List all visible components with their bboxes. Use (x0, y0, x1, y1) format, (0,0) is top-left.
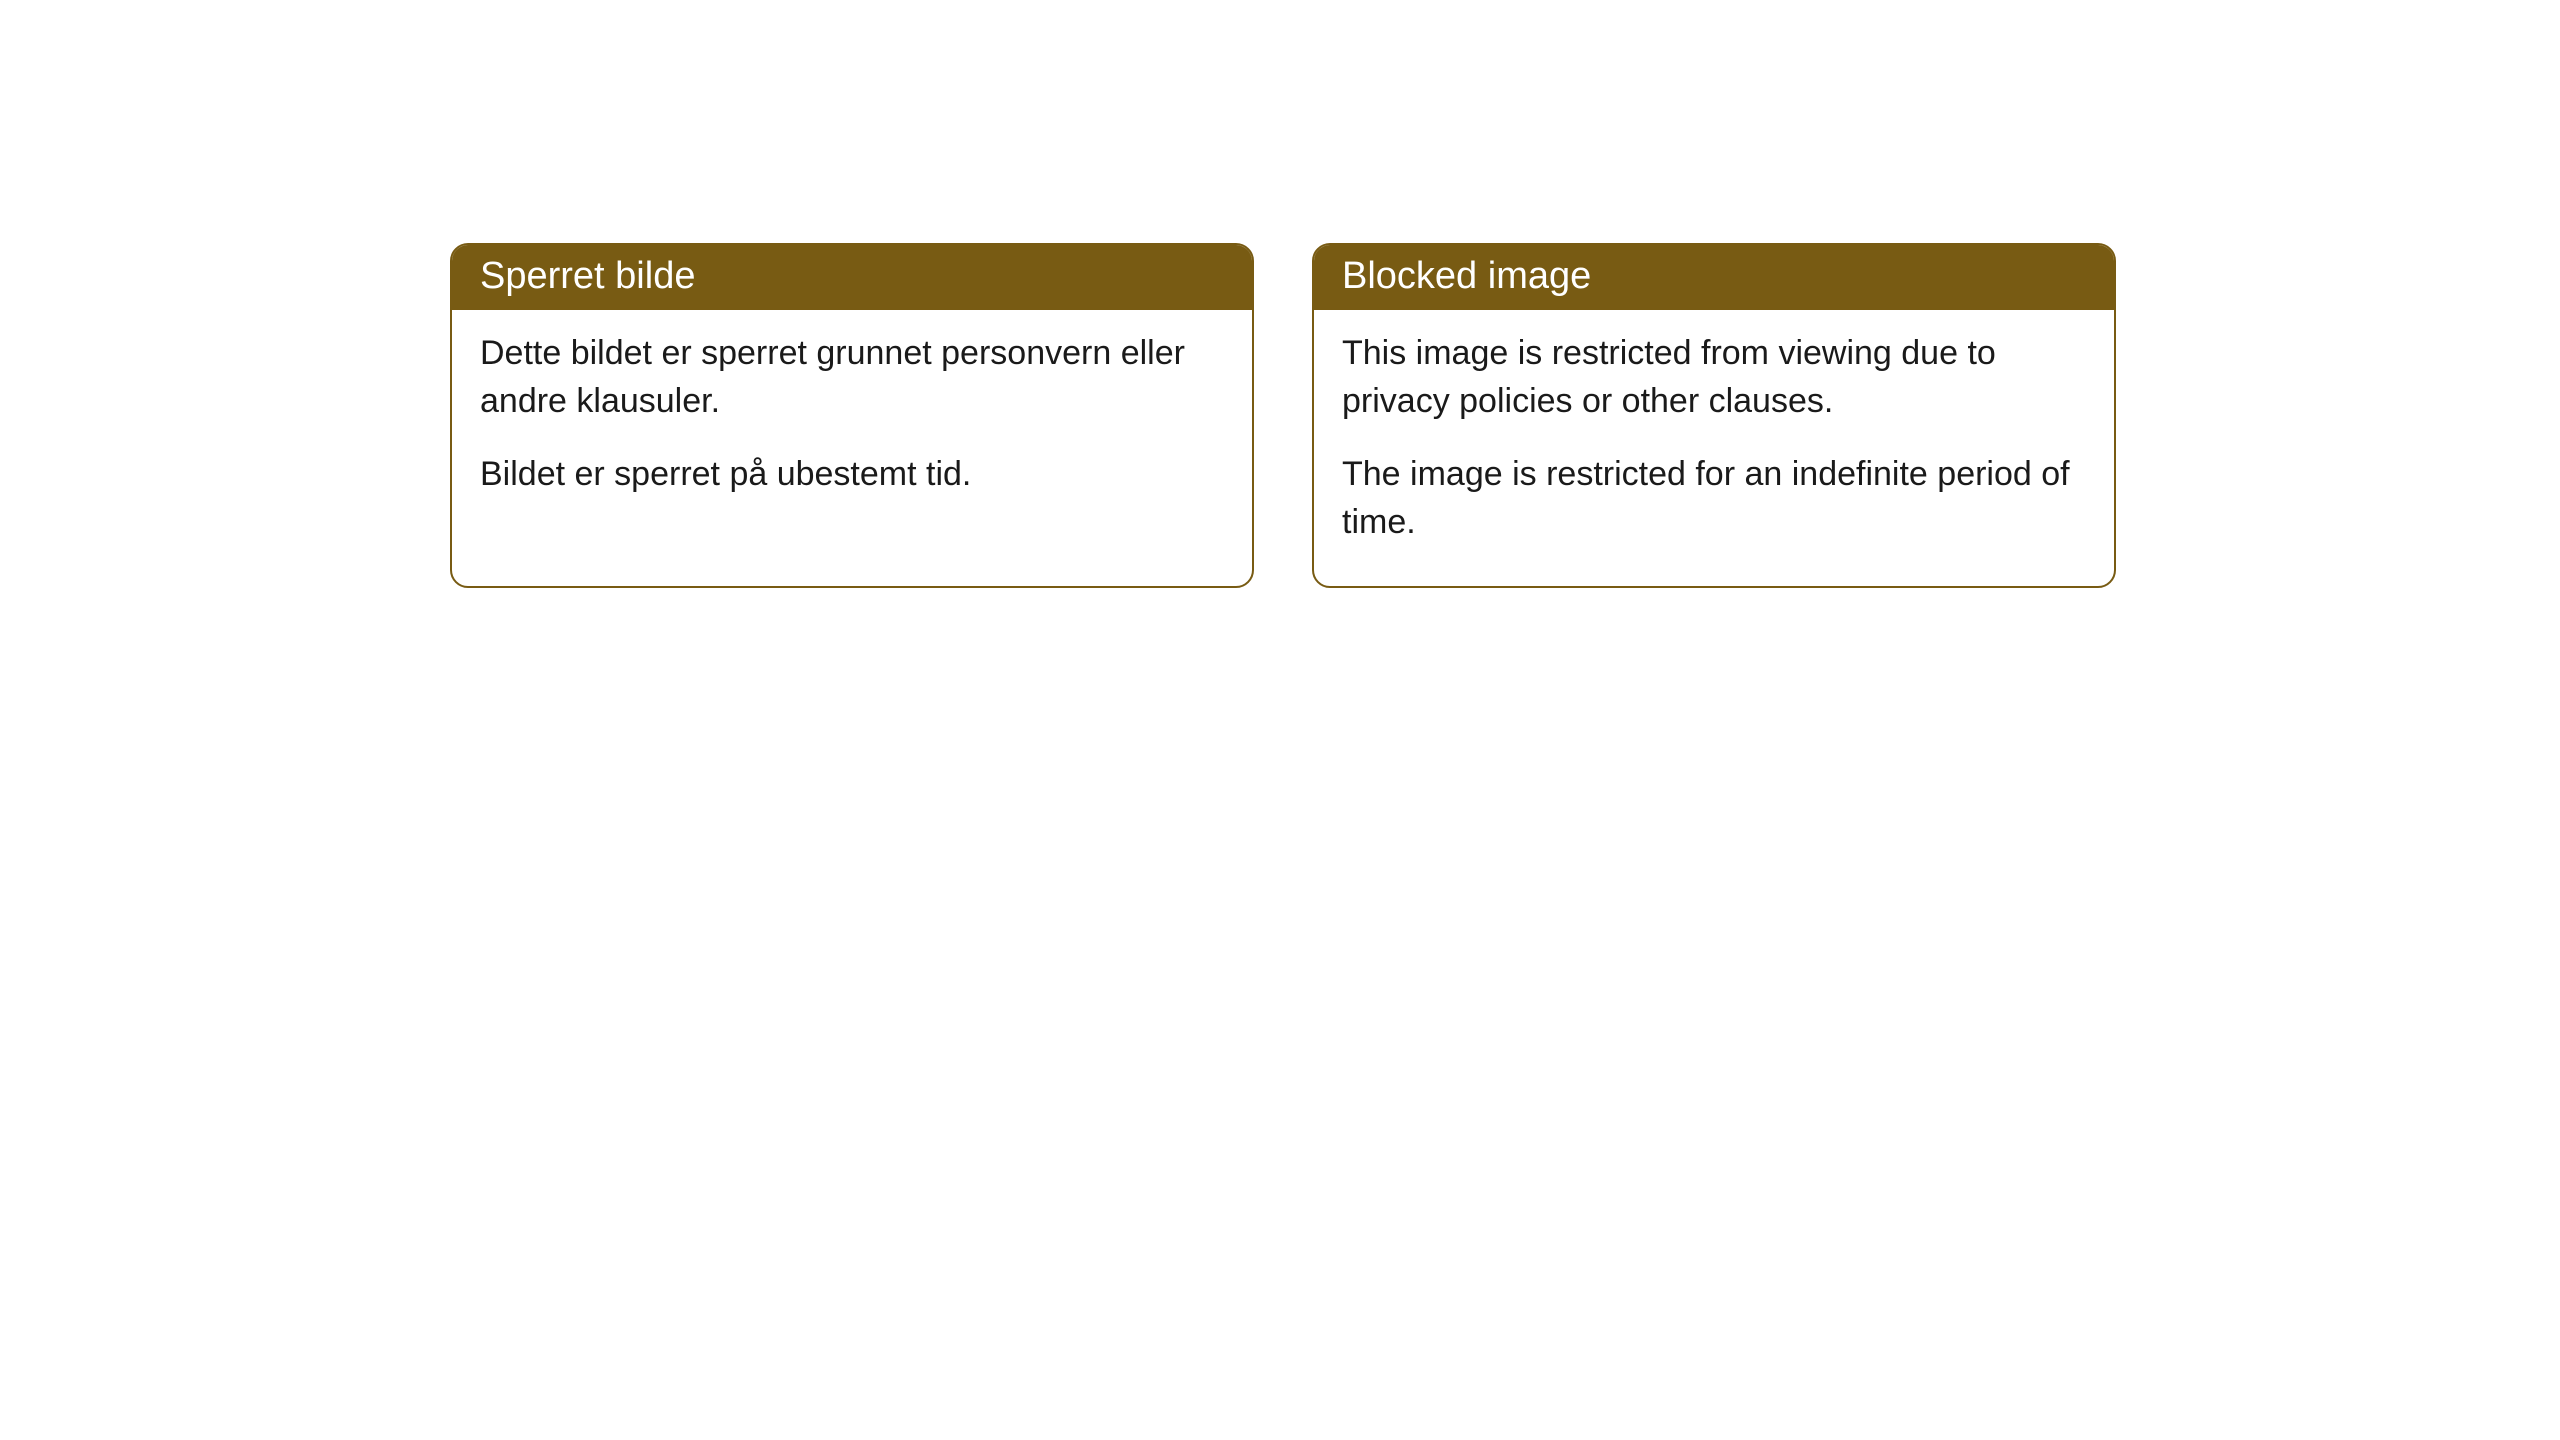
notice-paragraph: This image is restricted from viewing du… (1342, 330, 2086, 425)
notice-cards-container: Sperret bilde Dette bildet er sperret gr… (0, 0, 2560, 588)
notice-paragraph: Bildet er sperret på ubestemt tid. (480, 451, 1224, 499)
notice-body-english: This image is restricted from viewing du… (1314, 310, 2114, 586)
notice-body-norwegian: Dette bildet er sperret grunnet personve… (452, 310, 1252, 539)
notice-card-norwegian: Sperret bilde Dette bildet er sperret gr… (450, 243, 1254, 588)
notice-paragraph: The image is restricted for an indefinit… (1342, 451, 2086, 546)
notice-card-english: Blocked image This image is restricted f… (1312, 243, 2116, 588)
notice-header-norwegian: Sperret bilde (452, 245, 1252, 310)
notice-paragraph: Dette bildet er sperret grunnet personve… (480, 330, 1224, 425)
notice-header-english: Blocked image (1314, 245, 2114, 310)
